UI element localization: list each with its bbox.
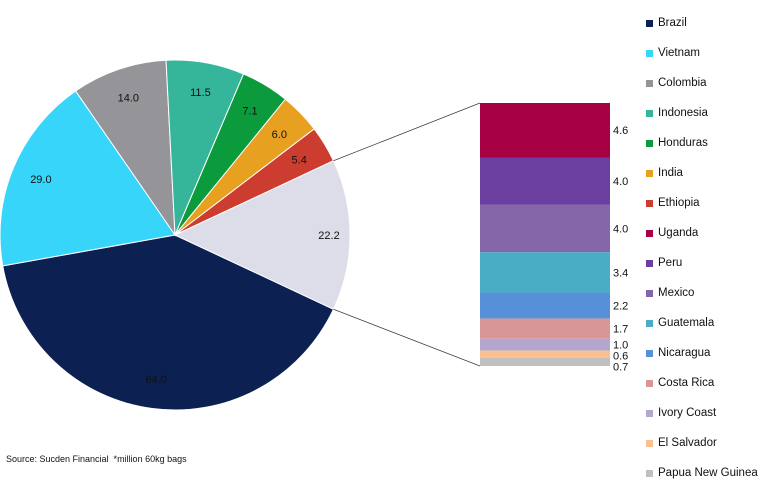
legend-item-ethiopia: Ethiopia xyxy=(646,188,758,218)
legend-label: Honduras xyxy=(658,137,708,149)
legend-item-peru: Peru xyxy=(646,248,758,278)
bar-segment-mexico xyxy=(480,204,610,253)
pie-label-honduras: 7.1 xyxy=(242,106,257,118)
bar-label-mexico: 4.0 xyxy=(613,224,628,236)
bar-segment-costa-rica xyxy=(480,318,610,339)
pie-slice-other xyxy=(173,160,351,310)
legend-item-colombia: Colombia xyxy=(646,68,758,98)
bar-segment-uganda xyxy=(480,103,610,158)
bar-segment-guatemala xyxy=(480,252,610,293)
legend-swatch xyxy=(646,319,653,327)
legend-swatch xyxy=(646,109,653,117)
legend-swatch xyxy=(646,169,653,177)
data-labels: 64.0 29.0 14.0 11.5 7.1 6.0 5.4 22.2 4.6 4.0 4.0 3.… xyxy=(30,87,628,386)
legend-item-uganda: Uganda xyxy=(646,218,758,248)
legend-label: Papua New Guinea xyxy=(658,467,758,479)
bar-segment-ivory-coast xyxy=(480,338,610,351)
bar-of-pie-chart: 64.0 29.0 14.0 11.5 7.1 6.0 5.4 22.2 4.6 4.0 4.0 3.… xyxy=(0,59,628,411)
legend-label: Peru xyxy=(658,257,683,269)
pie-slice-vietnam xyxy=(0,90,176,267)
legend-swatch xyxy=(646,49,653,57)
pie-label-indonesia: 11.5 xyxy=(190,87,211,99)
legend-item-honduras: Honduras xyxy=(646,128,758,158)
connector-line-bottom xyxy=(333,308,481,367)
legend-label: El Salvador xyxy=(658,437,717,449)
bar-label-peru: 4.0 xyxy=(613,176,628,188)
legend-item-guatemala: Guatemala xyxy=(646,308,758,338)
bar-label-el-salvador: 0.6 xyxy=(613,351,628,363)
pie-slice-brazil xyxy=(2,234,335,411)
pie-slice-colombia xyxy=(74,59,176,237)
bar-label-costa-rica: 1.7 xyxy=(613,324,628,336)
connector-lines xyxy=(333,102,481,367)
bar-segment-peru xyxy=(480,157,610,205)
legend-swatch xyxy=(646,19,653,27)
pie-label-vietnam: 29.0 xyxy=(30,174,51,186)
bar-segment-el-salvador xyxy=(480,350,610,358)
bar-label-nicaragua: 2.2 xyxy=(613,301,628,313)
pie-label-colombia: 14.0 xyxy=(118,93,139,105)
legend-item-papua-new-guinea: Papua New Guinea xyxy=(646,458,758,488)
legend-swatch xyxy=(646,289,653,297)
legend-item-mexico: Mexico xyxy=(646,278,758,308)
stacked-bar xyxy=(480,103,610,366)
legend-swatch xyxy=(646,439,653,447)
source-note: Source: Sucden Financial *million 60kg b… xyxy=(6,454,187,464)
bar-label-papua-new-guinea: 0.7 xyxy=(613,362,628,374)
legend-swatch xyxy=(646,379,653,387)
pie-label-india: 6.0 xyxy=(272,129,287,141)
bar-label-guatemala: 3.4 xyxy=(613,267,628,279)
legend-label: Nicaragua xyxy=(658,347,711,359)
legend-item-india: India xyxy=(646,158,758,188)
legend-swatch xyxy=(646,259,653,267)
bar-label-ivory-coast: 1.0 xyxy=(613,340,628,352)
legend-label: Costa Rica xyxy=(658,377,715,389)
pie-label-other: 22.2 xyxy=(318,230,339,242)
legend-item-vietnam: Vietnam xyxy=(646,38,758,68)
legend-label: Ethiopia xyxy=(658,197,700,209)
connector-line-top xyxy=(333,102,481,162)
legend-swatch xyxy=(646,199,653,207)
legend-item-nicaragua: Nicaragua xyxy=(646,338,758,368)
legend-label: Indonesia xyxy=(658,107,708,119)
legend: Brazil Vietnam Colombia Indonesia Honduras In… xyxy=(646,8,758,488)
legend-swatch xyxy=(646,409,653,417)
legend-swatch xyxy=(646,349,653,357)
legend-label: Brazil xyxy=(658,17,687,29)
legend-swatch xyxy=(646,79,653,87)
pie-label-ethiopia: 5.4 xyxy=(292,155,307,167)
legend-item-el-salvador: El Salvador xyxy=(646,428,758,458)
bar-label-uganda: 4.6 xyxy=(613,125,628,137)
bar-segment-papua-new-guinea xyxy=(480,357,610,366)
legend-label: Guatemala xyxy=(658,317,715,329)
legend-item-ivory-coast: Ivory Coast xyxy=(646,398,758,428)
legend-label: Colombia xyxy=(658,77,707,89)
legend-label: Vietnam xyxy=(658,47,700,59)
legend-label: Uganda xyxy=(658,227,699,239)
legend-swatch xyxy=(646,229,653,237)
legend-item-costa-rica: Costa Rica xyxy=(646,368,758,398)
pie-label-brazil: 64.0 xyxy=(145,374,166,386)
legend-label: Mexico xyxy=(658,287,695,299)
legend-swatch xyxy=(646,139,653,147)
legend-swatch xyxy=(646,469,653,477)
legend-item-indonesia: Indonesia xyxy=(646,98,758,128)
pie xyxy=(0,59,351,411)
legend-item-brazil: Brazil xyxy=(646,8,758,38)
legend-label: India xyxy=(658,167,683,179)
bar-segment-nicaragua xyxy=(480,292,610,319)
legend-label: Ivory Coast xyxy=(658,407,717,419)
